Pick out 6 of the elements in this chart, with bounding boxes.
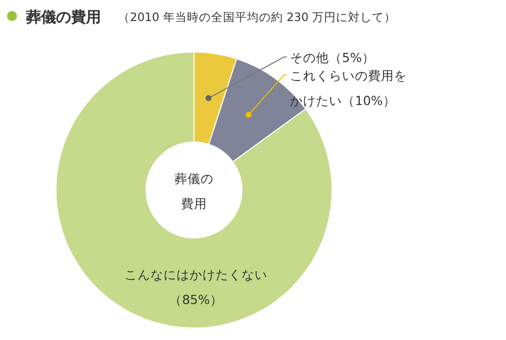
chart-subtitle: （2010 年当時の全国平均の約 230 万円に対して） (118, 10, 396, 24)
slice-label: その他（5%） (290, 50, 375, 65)
data-label: （85%） (169, 292, 223, 307)
chart-title: 葬儀の費用 (25, 8, 101, 26)
slice-label: こんなにはかけたくない (124, 267, 268, 282)
text: 葬儀の費用 (174, 171, 214, 211)
